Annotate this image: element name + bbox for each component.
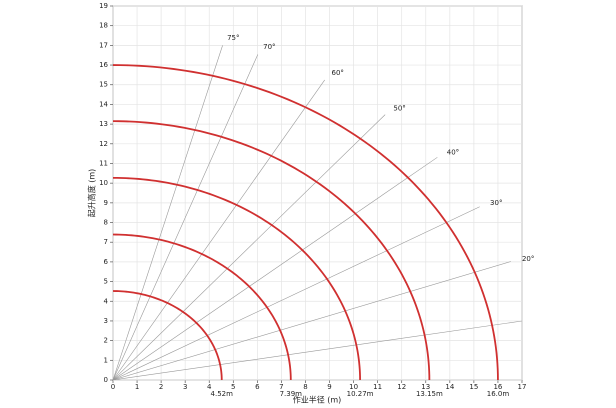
boom-angle-line	[113, 261, 511, 380]
x-tick-label: 15	[469, 383, 478, 391]
angle-label: 50°	[393, 105, 405, 113]
x-tick-label: 9	[327, 383, 331, 391]
y-tick-label: 7	[104, 238, 108, 246]
y-tick-label: 14	[99, 100, 108, 108]
radius-label: 16.0m	[487, 390, 510, 398]
labels: 0 1 2 3 4 5 6 7 8 9 10 11 12 13 14 15 16 1701234567891011…	[99, 2, 534, 398]
y-tick-label: 19	[99, 2, 108, 10]
boom-angle-line	[113, 79, 325, 380]
angle-label: 40°	[447, 148, 459, 156]
x-tick-label: 0	[111, 383, 115, 391]
boom-angle-line	[113, 54, 259, 380]
radius-arc	[113, 290, 223, 380]
angle-label: 75°	[227, 34, 239, 42]
radius-label: 13.15m	[416, 390, 443, 398]
y-tick-label: 0	[104, 376, 108, 384]
x-tick-label: 12	[397, 383, 406, 391]
radius-arc	[113, 120, 431, 380]
y-tick-label: 4	[104, 297, 109, 305]
y-tick-label: 1	[104, 356, 108, 364]
y-tick-label: 15	[99, 81, 108, 89]
radius-arc	[113, 64, 499, 380]
boom-angle-line	[113, 45, 223, 380]
radius-label: 4.52m	[211, 390, 234, 398]
boom-angle-line	[113, 157, 438, 380]
y-tick-label: 18	[99, 22, 108, 30]
radius-arc	[113, 176, 361, 380]
x-tick-label: 14	[445, 383, 454, 391]
x-tick-label: 11	[373, 383, 382, 391]
y-tick-label: 3	[104, 317, 108, 325]
y-tick-label: 8	[104, 219, 108, 227]
angle-label: 30°	[490, 199, 502, 207]
y-tick-label: 13	[99, 120, 108, 128]
x-tick-label: 3	[183, 383, 187, 391]
x-tick-label: 16	[493, 383, 502, 391]
y-tick-label: 2	[104, 337, 108, 345]
angle-label: 20°	[522, 255, 534, 263]
radius-label: 7.39m	[280, 390, 303, 398]
y-tick-label: 16	[99, 61, 108, 69]
y-tick-label: 12	[99, 140, 108, 148]
x-tick-label: 6	[255, 383, 260, 391]
y-tick-label: 9	[104, 199, 108, 207]
y-tick-label: 17	[99, 41, 108, 49]
x-tick-label: 17	[518, 383, 527, 391]
boom-angle-line	[113, 320, 522, 380]
radius-arc	[113, 233, 292, 380]
angle-label: 70°	[263, 43, 275, 51]
x-axis-title: 作业半径 (m)	[293, 395, 342, 405]
x-tick-label: 8	[303, 383, 307, 391]
y-tick-label: 6	[104, 258, 109, 266]
y-tick-label: 10	[99, 179, 108, 187]
x-tick-label: 10	[349, 383, 358, 391]
boom-angle-line	[113, 206, 480, 380]
x-tick-label: 13	[421, 383, 430, 391]
x-tick-label: 7	[279, 383, 283, 391]
y-tick-label: 5	[104, 278, 108, 286]
y-axis-title: 起升高度 (m)	[87, 169, 97, 218]
plot-area	[113, 45, 522, 380]
angle-label: 60°	[332, 69, 344, 77]
x-tick-label: 1	[135, 383, 139, 391]
x-tick-label: 4	[207, 383, 212, 391]
x-tick-label: 5	[231, 383, 235, 391]
grid	[110, 5, 523, 383]
x-tick-label: 2	[159, 383, 163, 391]
boom-angle-line	[113, 114, 386, 380]
y-tick-label: 11	[99, 159, 108, 167]
radius-label: 10.27m	[347, 390, 374, 398]
